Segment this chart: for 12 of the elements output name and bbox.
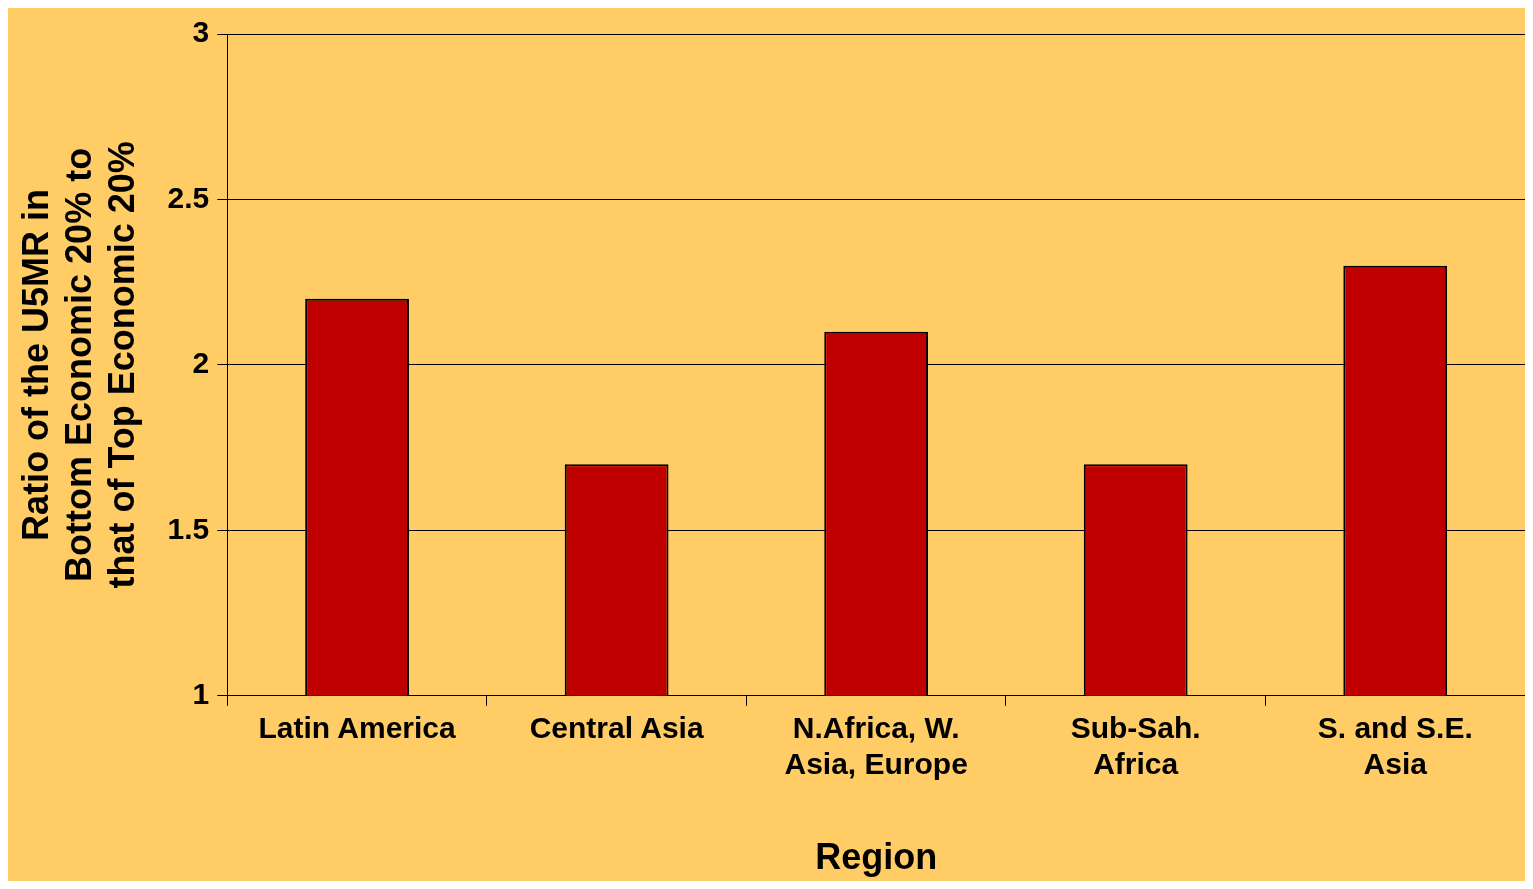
y-tick-label: 1	[192, 677, 210, 711]
x-tick-label: Central Asia	[529, 711, 704, 745]
x-tick-label: S. and S.E. Asia	[1317, 711, 1473, 781]
y-tick-label: 3	[192, 15, 210, 49]
x-tick-label: Sub-Sah. Africa	[1070, 711, 1201, 781]
y-tick-label: 2.5	[167, 180, 210, 214]
x-axis-title: Region	[815, 836, 938, 878]
y-tick-label: 2	[192, 346, 210, 380]
y-tick-label: 1.5	[167, 511, 210, 545]
x-tick-label: Latin America	[258, 711, 457, 745]
y-axis-title: Ratio of the U5MR in Bottom Economic 20% to that of Top Economic 20%	[14, 141, 142, 589]
x-tick-label: N.Africa, W. Asia, Europe	[784, 711, 968, 781]
